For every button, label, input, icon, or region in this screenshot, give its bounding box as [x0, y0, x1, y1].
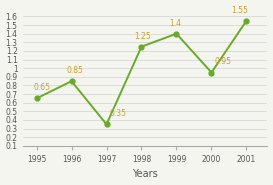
Text: 1.55: 1.55 [231, 6, 248, 15]
X-axis label: Years: Years [132, 169, 158, 179]
Text: 0.85: 0.85 [66, 66, 83, 75]
Text: 0.65: 0.65 [33, 83, 50, 92]
Text: 1.25: 1.25 [135, 32, 151, 41]
Text: 0.35: 0.35 [109, 109, 126, 118]
Text: 1.4: 1.4 [170, 19, 182, 28]
Text: 0.95: 0.95 [214, 58, 231, 66]
